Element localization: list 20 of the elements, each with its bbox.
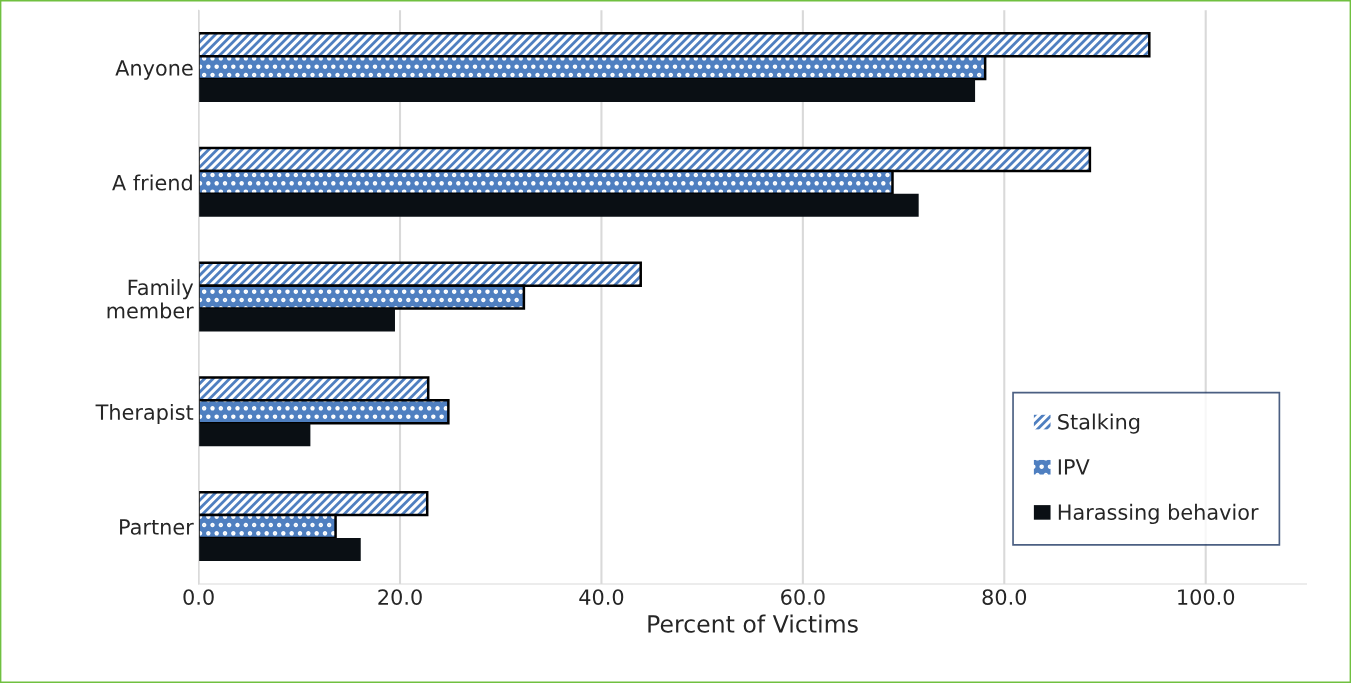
x-tick-label: 20.0 — [378, 589, 422, 605]
bar — [198, 79, 976, 103]
x-tick-label: 0.0 — [183, 589, 214, 605]
x-tick-label: 40.0 — [579, 589, 624, 605]
y-tick-label: A friend — [112, 174, 192, 191]
bar — [198, 423, 311, 447]
y-tick-label: Partner — [120, 519, 194, 535]
legend-label: IPV — [1058, 459, 1090, 475]
y-tick-label: Therapist — [95, 403, 194, 425]
x-tick-label: 60.0 — [781, 589, 825, 605]
y-tick-label: Anyone — [115, 60, 193, 80]
bar — [198, 308, 395, 332]
legend-label: Harassing behavior — [1058, 503, 1259, 525]
bar — [198, 193, 919, 217]
y-tick-label: Family member — [107, 279, 194, 319]
x-tick-label: 100.0 — [1178, 589, 1235, 605]
x-tick-label: 80.0 — [982, 589, 1027, 605]
bar — [198, 538, 361, 562]
legend-label: Stalking — [1058, 413, 1140, 434]
x-axis-title: Percent of Victims — [648, 614, 858, 633]
